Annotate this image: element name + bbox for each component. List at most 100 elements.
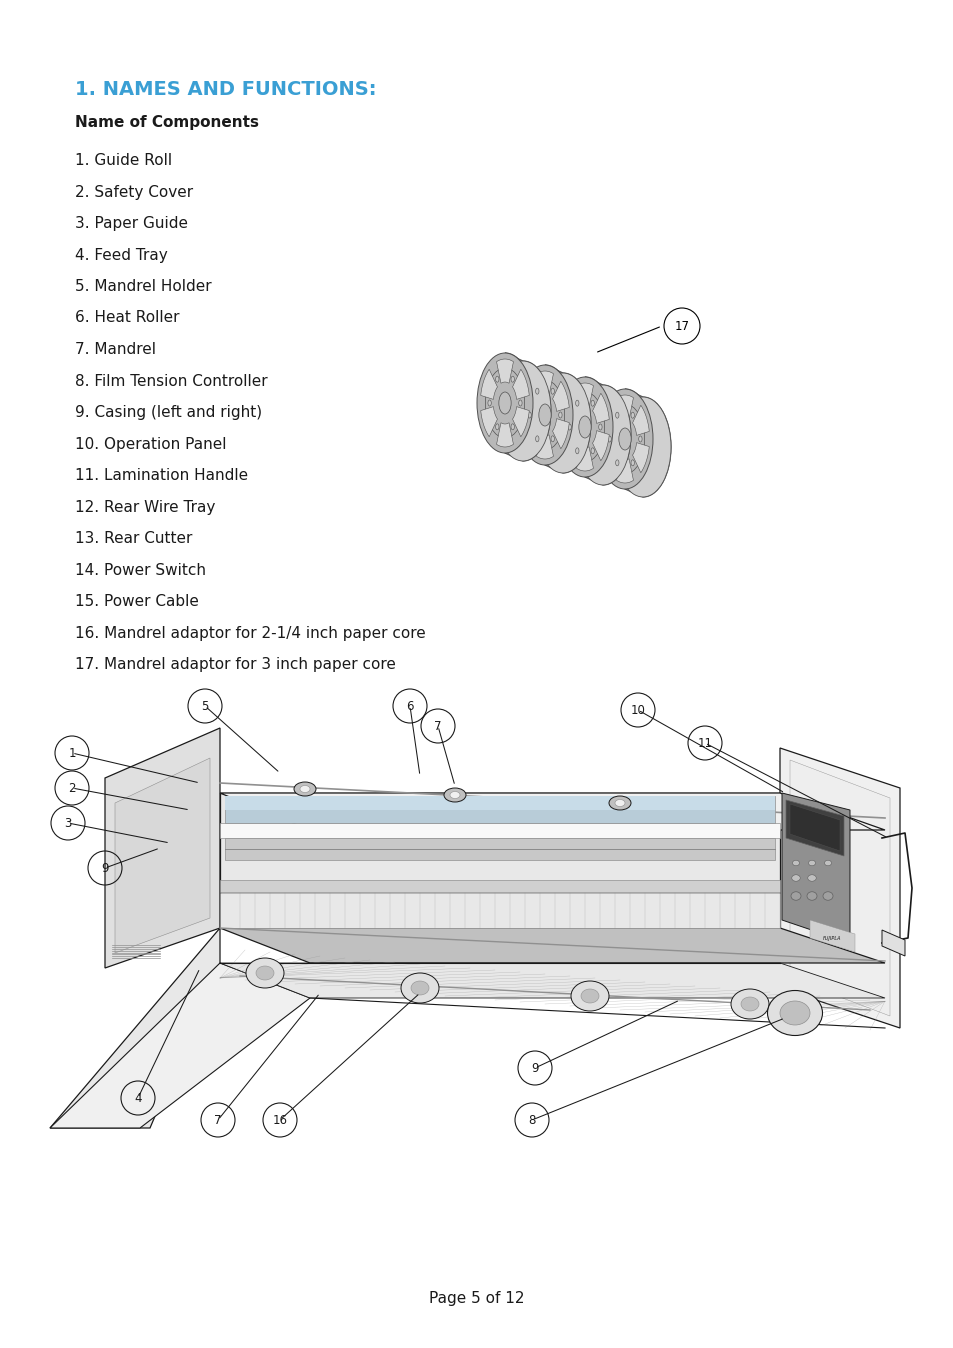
Text: 9: 9 <box>531 1061 538 1074</box>
Text: 6: 6 <box>406 700 414 713</box>
Ellipse shape <box>791 875 800 882</box>
Polygon shape <box>560 430 577 461</box>
Text: 8: 8 <box>528 1113 536 1127</box>
Text: 5. Mandrel Holder: 5. Mandrel Holder <box>75 279 212 294</box>
Text: Name of Components: Name of Components <box>75 115 258 129</box>
Polygon shape <box>225 838 774 860</box>
Text: 11: 11 <box>697 736 712 749</box>
Text: 9. Casing (left and right): 9. Casing (left and right) <box>75 404 262 421</box>
Polygon shape <box>50 927 220 1128</box>
Ellipse shape <box>498 392 511 414</box>
Ellipse shape <box>580 989 598 1003</box>
Text: 1. NAMES AND FUNCTIONS:: 1. NAMES AND FUNCTIONS: <box>75 80 376 98</box>
Polygon shape <box>600 442 617 473</box>
Polygon shape <box>105 728 220 968</box>
Polygon shape <box>584 377 630 485</box>
Text: 8. Film Tension Controller: 8. Film Tension Controller <box>75 373 268 388</box>
Text: 11. Lamination Handle: 11. Lamination Handle <box>75 468 248 483</box>
Ellipse shape <box>591 400 594 406</box>
Ellipse shape <box>807 875 816 882</box>
Polygon shape <box>220 793 884 830</box>
Ellipse shape <box>605 404 644 474</box>
Polygon shape <box>576 446 593 470</box>
Ellipse shape <box>487 400 491 406</box>
Text: 4: 4 <box>134 1092 142 1104</box>
Polygon shape <box>220 824 780 838</box>
Polygon shape <box>504 353 551 461</box>
Ellipse shape <box>518 400 521 406</box>
Ellipse shape <box>615 412 618 418</box>
Text: 7. Mandrel: 7. Mandrel <box>75 342 156 357</box>
Ellipse shape <box>535 435 538 442</box>
Text: 1. Guide Roll: 1. Guide Roll <box>75 154 172 168</box>
Polygon shape <box>552 381 569 411</box>
Polygon shape <box>780 748 899 1029</box>
Ellipse shape <box>517 365 573 465</box>
Polygon shape <box>512 407 529 437</box>
Text: 7: 7 <box>214 1113 221 1127</box>
Polygon shape <box>560 394 577 423</box>
Polygon shape <box>882 930 904 956</box>
Ellipse shape <box>780 1002 809 1024</box>
Polygon shape <box>536 434 553 458</box>
Ellipse shape <box>558 412 561 418</box>
Polygon shape <box>781 793 849 944</box>
Ellipse shape <box>557 377 613 477</box>
Ellipse shape <box>792 860 799 865</box>
Ellipse shape <box>246 958 284 988</box>
Polygon shape <box>220 880 780 892</box>
Ellipse shape <box>615 799 624 806</box>
Polygon shape <box>600 406 617 435</box>
Polygon shape <box>616 458 633 483</box>
Text: 17. Mandrel adaptor for 3 inch paper core: 17. Mandrel adaptor for 3 inch paper cor… <box>75 656 395 673</box>
Text: 4. Feed Tray: 4. Feed Tray <box>75 248 168 263</box>
Ellipse shape <box>790 892 801 900</box>
Ellipse shape <box>578 417 591 438</box>
Polygon shape <box>220 962 884 998</box>
Ellipse shape <box>767 991 821 1035</box>
Ellipse shape <box>511 423 514 430</box>
Polygon shape <box>220 892 780 927</box>
Text: 3. Paper Guide: 3. Paper Guide <box>75 216 188 231</box>
Polygon shape <box>520 381 537 411</box>
Ellipse shape <box>615 398 670 497</box>
Ellipse shape <box>511 376 514 383</box>
Ellipse shape <box>525 380 564 450</box>
Text: 6. Heat Roller: 6. Heat Roller <box>75 310 179 325</box>
Text: 12. Rear Wire Tray: 12. Rear Wire Tray <box>75 500 215 515</box>
Polygon shape <box>544 365 590 473</box>
Ellipse shape <box>615 460 618 466</box>
Text: 1: 1 <box>69 747 75 759</box>
Ellipse shape <box>535 373 590 473</box>
Ellipse shape <box>823 860 831 865</box>
Ellipse shape <box>630 460 634 466</box>
Text: 2. Safety Cover: 2. Safety Cover <box>75 185 193 200</box>
Ellipse shape <box>630 412 634 418</box>
Text: 10: 10 <box>630 704 645 717</box>
Ellipse shape <box>411 981 429 995</box>
Ellipse shape <box>591 448 594 454</box>
Ellipse shape <box>485 368 524 438</box>
Polygon shape <box>496 359 513 383</box>
Ellipse shape <box>538 404 551 426</box>
Text: 14. Power Switch: 14. Power Switch <box>75 562 206 577</box>
Polygon shape <box>220 927 884 962</box>
Text: 5: 5 <box>201 700 209 713</box>
Text: 15. Power Cable: 15. Power Cable <box>75 594 198 609</box>
Ellipse shape <box>400 973 438 1003</box>
Polygon shape <box>480 407 497 437</box>
Ellipse shape <box>551 388 554 394</box>
Text: 3: 3 <box>64 817 71 829</box>
Ellipse shape <box>807 860 815 865</box>
Ellipse shape <box>294 782 315 797</box>
Polygon shape <box>225 797 774 824</box>
Polygon shape <box>624 390 670 497</box>
Ellipse shape <box>575 400 578 406</box>
Ellipse shape <box>608 797 630 810</box>
Ellipse shape <box>565 392 604 462</box>
Ellipse shape <box>496 423 498 430</box>
Polygon shape <box>616 395 633 419</box>
Ellipse shape <box>571 981 608 1011</box>
Ellipse shape <box>730 989 768 1019</box>
Polygon shape <box>536 371 553 395</box>
